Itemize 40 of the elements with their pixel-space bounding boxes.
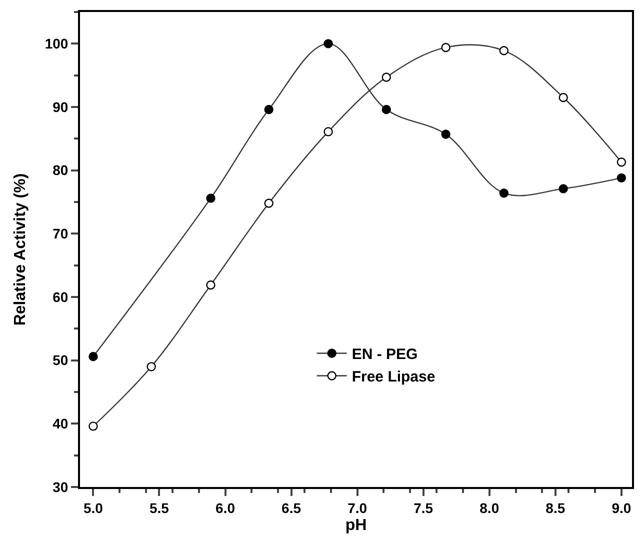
y-tick-label: 40	[52, 416, 68, 432]
x-tick-label: 7.0	[348, 500, 368, 516]
legend-label: EN - PEG	[352, 346, 418, 364]
point	[499, 46, 508, 56]
x-tick-label: 6.0	[216, 500, 236, 516]
point	[441, 130, 450, 139]
point	[88, 422, 98, 431]
x-tick-label: 7.5	[414, 500, 434, 516]
y-axis-title: Relative Activity (%)	[12, 173, 30, 326]
y-tick-label: 100	[44, 36, 68, 52]
y-tick-label: 60	[52, 288, 68, 305]
x-tick-label: 8.0	[480, 500, 500, 516]
y-tick-label: 90	[52, 98, 68, 115]
point	[616, 173, 626, 183]
point	[264, 198, 274, 208]
point	[206, 280, 216, 290]
point	[558, 92, 568, 102]
x-tick-label: 8.5	[546, 500, 566, 516]
legend-label: Free Lipase	[352, 368, 436, 386]
point	[324, 127, 333, 136]
point	[206, 194, 216, 203]
point	[88, 352, 98, 362]
point	[616, 158, 626, 167]
x-axis-title: pH	[345, 517, 367, 534]
point	[382, 104, 391, 114]
point	[324, 39, 333, 48]
point	[146, 362, 156, 372]
x-tick-label: 5.0	[83, 500, 104, 516]
point	[382, 72, 391, 82]
y-tick-label: 50	[52, 352, 68, 368]
x-tick-label: 5.5	[149, 500, 170, 516]
point	[499, 188, 508, 198]
x-tick-label: 6.5	[282, 500, 302, 516]
y-tick-label: 80	[52, 162, 68, 178]
point	[264, 104, 274, 114]
y-tick-label: 70	[52, 226, 68, 242]
y-tick-label: 30	[52, 478, 68, 495]
point	[558, 184, 568, 194]
point	[441, 42, 450, 52]
x-tick-label: 9.0	[612, 500, 632, 516]
